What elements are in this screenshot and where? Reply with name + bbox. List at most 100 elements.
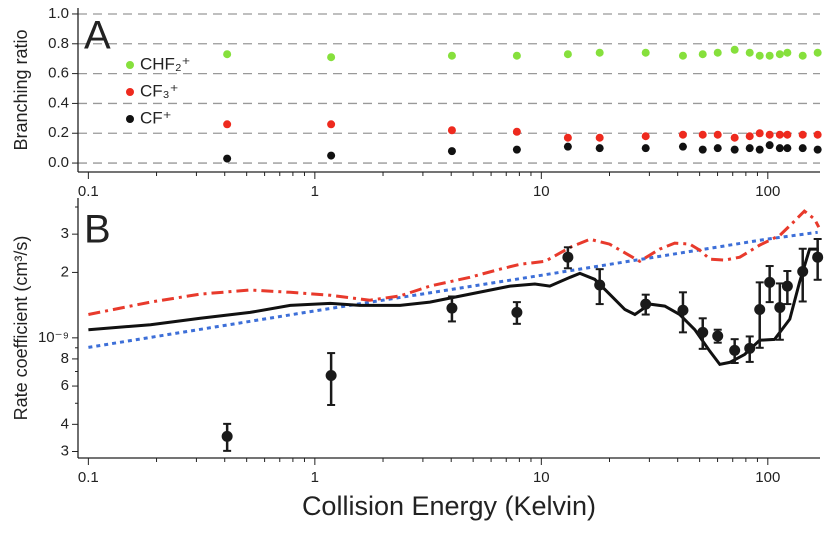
point [511, 306, 523, 318]
point [678, 142, 687, 151]
x-tick-label: 1 [311, 469, 319, 486]
point [678, 51, 687, 60]
point [447, 147, 456, 156]
line [88, 247, 819, 367]
point [745, 48, 754, 57]
point [698, 50, 707, 59]
point [678, 130, 687, 139]
point [755, 51, 764, 60]
point [781, 280, 793, 292]
point [640, 298, 652, 310]
y-tick-label: 6 [61, 377, 69, 394]
point [730, 45, 739, 54]
point [744, 342, 756, 354]
x-tick-label: 100 [755, 183, 780, 200]
point [798, 130, 807, 139]
point [595, 144, 604, 153]
point [327, 120, 336, 129]
point [783, 144, 792, 153]
point [783, 48, 792, 57]
legend-marker [126, 88, 134, 96]
point [327, 53, 336, 62]
point [765, 51, 774, 60]
point [677, 304, 689, 316]
point [223, 50, 232, 59]
point [774, 301, 786, 313]
x-tick-label: 0.1 [78, 183, 99, 200]
point [562, 251, 574, 263]
x-tick-label: 10 [533, 183, 550, 200]
y-tick-label: 3 [61, 225, 69, 242]
point [813, 145, 822, 154]
point [730, 145, 739, 154]
point [594, 279, 606, 291]
point [783, 130, 792, 139]
point [697, 326, 709, 338]
panel-label: A [84, 14, 111, 58]
x-tick-label: 10 [533, 469, 550, 486]
point [446, 302, 458, 314]
y-tick-label: 0.0 [48, 154, 69, 171]
x-tick-label: 1 [311, 183, 319, 200]
y-tick-label: 1.0 [48, 5, 69, 22]
x-tick-label: 0.1 [78, 469, 99, 486]
point [812, 251, 824, 263]
y-tick-label: 0.4 [48, 94, 69, 111]
line [88, 209, 821, 316]
point [765, 141, 774, 150]
point [563, 50, 572, 59]
legend-marker [126, 61, 134, 69]
point [512, 51, 521, 60]
legend-label: CHF₂⁺ [140, 54, 191, 73]
point [775, 144, 784, 153]
point [512, 127, 521, 136]
point [745, 144, 754, 153]
point [327, 151, 336, 160]
point [325, 370, 337, 382]
point [730, 133, 739, 142]
y-axis-label: Branching ratio [11, 29, 31, 150]
point [764, 276, 776, 288]
y-tick-label: 0.8 [48, 35, 69, 52]
point [754, 304, 766, 316]
point [713, 48, 722, 57]
point [775, 130, 784, 139]
y-tick-label: 0.6 [48, 65, 69, 82]
point [712, 330, 724, 342]
panel-label: B [84, 208, 111, 252]
point [813, 48, 822, 57]
point [755, 145, 764, 154]
y-tick-label: 3 [61, 442, 69, 459]
y-tick-label: 10⁻⁹ [38, 329, 69, 346]
legend-marker [126, 115, 134, 123]
point [563, 133, 572, 142]
point [641, 144, 650, 153]
point [447, 126, 456, 135]
y-tick-label: 8 [61, 350, 69, 367]
point [641, 132, 650, 141]
point [223, 120, 232, 129]
x-tick-label: 100 [755, 469, 780, 486]
point [595, 133, 604, 142]
point [755, 129, 764, 138]
point [221, 430, 233, 442]
y-tick-label: 2 [61, 263, 69, 280]
point [563, 142, 572, 151]
x-axis-label: Collision Energy (Kelvin) [302, 491, 596, 521]
y-tick-label: 0.2 [48, 124, 69, 141]
point [698, 145, 707, 154]
point [698, 130, 707, 139]
point [729, 344, 741, 356]
point [765, 130, 774, 139]
point [798, 144, 807, 153]
point [775, 50, 784, 59]
point [798, 51, 807, 60]
point [641, 48, 650, 57]
y-axis-label: Rate coefficient (cm³/s) [11, 236, 31, 421]
point [713, 144, 722, 153]
point [223, 154, 232, 163]
point [745, 132, 754, 141]
line [88, 230, 818, 349]
